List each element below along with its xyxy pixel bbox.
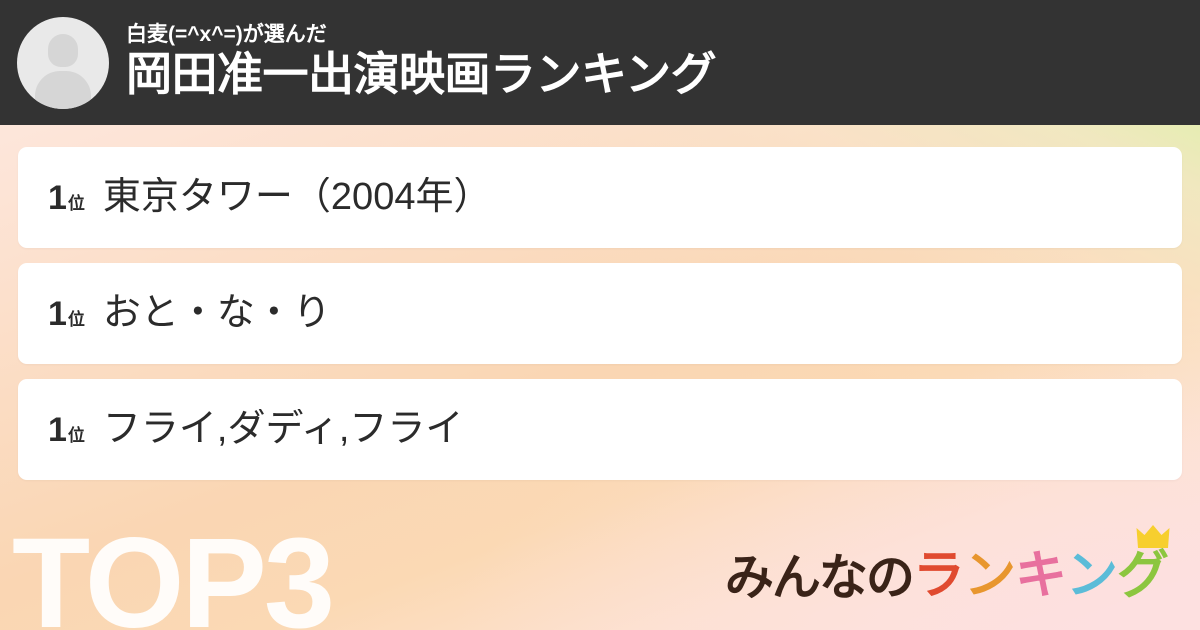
rank-unit: 位	[67, 193, 85, 213]
header-subtitle: 白麦(=^x^=)が選んだ	[126, 22, 327, 46]
rank-badge: 1 位	[48, 297, 85, 331]
avatar	[17, 16, 109, 109]
header-text-group: 白麦(=^x^=)が選んだ 岡田准一出演映画ランキング	[126, 22, 717, 103]
header-bar: 白麦(=^x^=)が選んだ 岡田准一出演映画ランキング	[0, 0, 1200, 125]
ranking-item-3[interactable]: 1 位 フライ,ダディ,フライ	[18, 379, 1182, 480]
page-title: 岡田准一出演映画ランキング	[126, 47, 717, 100]
logo-char-gu: グ	[1117, 525, 1170, 602]
logo-char-n1: ン	[963, 546, 1016, 606]
minna-no-ranking-logo[interactable]: みんなの ラ ン キ ン グ	[724, 525, 1170, 606]
logo-char-ki: キ	[1014, 546, 1067, 606]
ranking-item-title: フライ,ダディ,フライ	[102, 408, 464, 450]
avatar-head-shape	[48, 33, 78, 67]
logo-text-minnano: みんなの	[724, 549, 915, 606]
top3-watermark: TOP3	[12, 512, 335, 630]
ranking-item-title: 東京タワー（2004年）	[102, 176, 492, 218]
rank-unit: 位	[67, 309, 85, 329]
logo-char-n2: ン	[1065, 546, 1118, 606]
crown-icon	[1136, 525, 1170, 548]
ranking-item-1[interactable]: 1 位 東京タワー（2004年）	[18, 147, 1182, 248]
ranking-list: 1 位 東京タワー（2004年） 1 位 おと・な・り 1 位 フライ,ダディ,…	[18, 147, 1182, 495]
rank-badge: 1 位	[48, 181, 85, 215]
avatar-body-shape	[35, 70, 91, 109]
rank-number: 1	[48, 178, 67, 217]
rank-unit: 位	[67, 425, 85, 445]
rank-badge: 1 位	[48, 413, 85, 447]
rank-number: 1	[48, 294, 67, 333]
ranking-item-title: おと・な・り	[102, 292, 331, 334]
rank-number: 1	[48, 410, 67, 449]
ranking-item-2[interactable]: 1 位 おと・な・り	[18, 263, 1182, 364]
logo-char-ra: ラ	[912, 546, 965, 606]
